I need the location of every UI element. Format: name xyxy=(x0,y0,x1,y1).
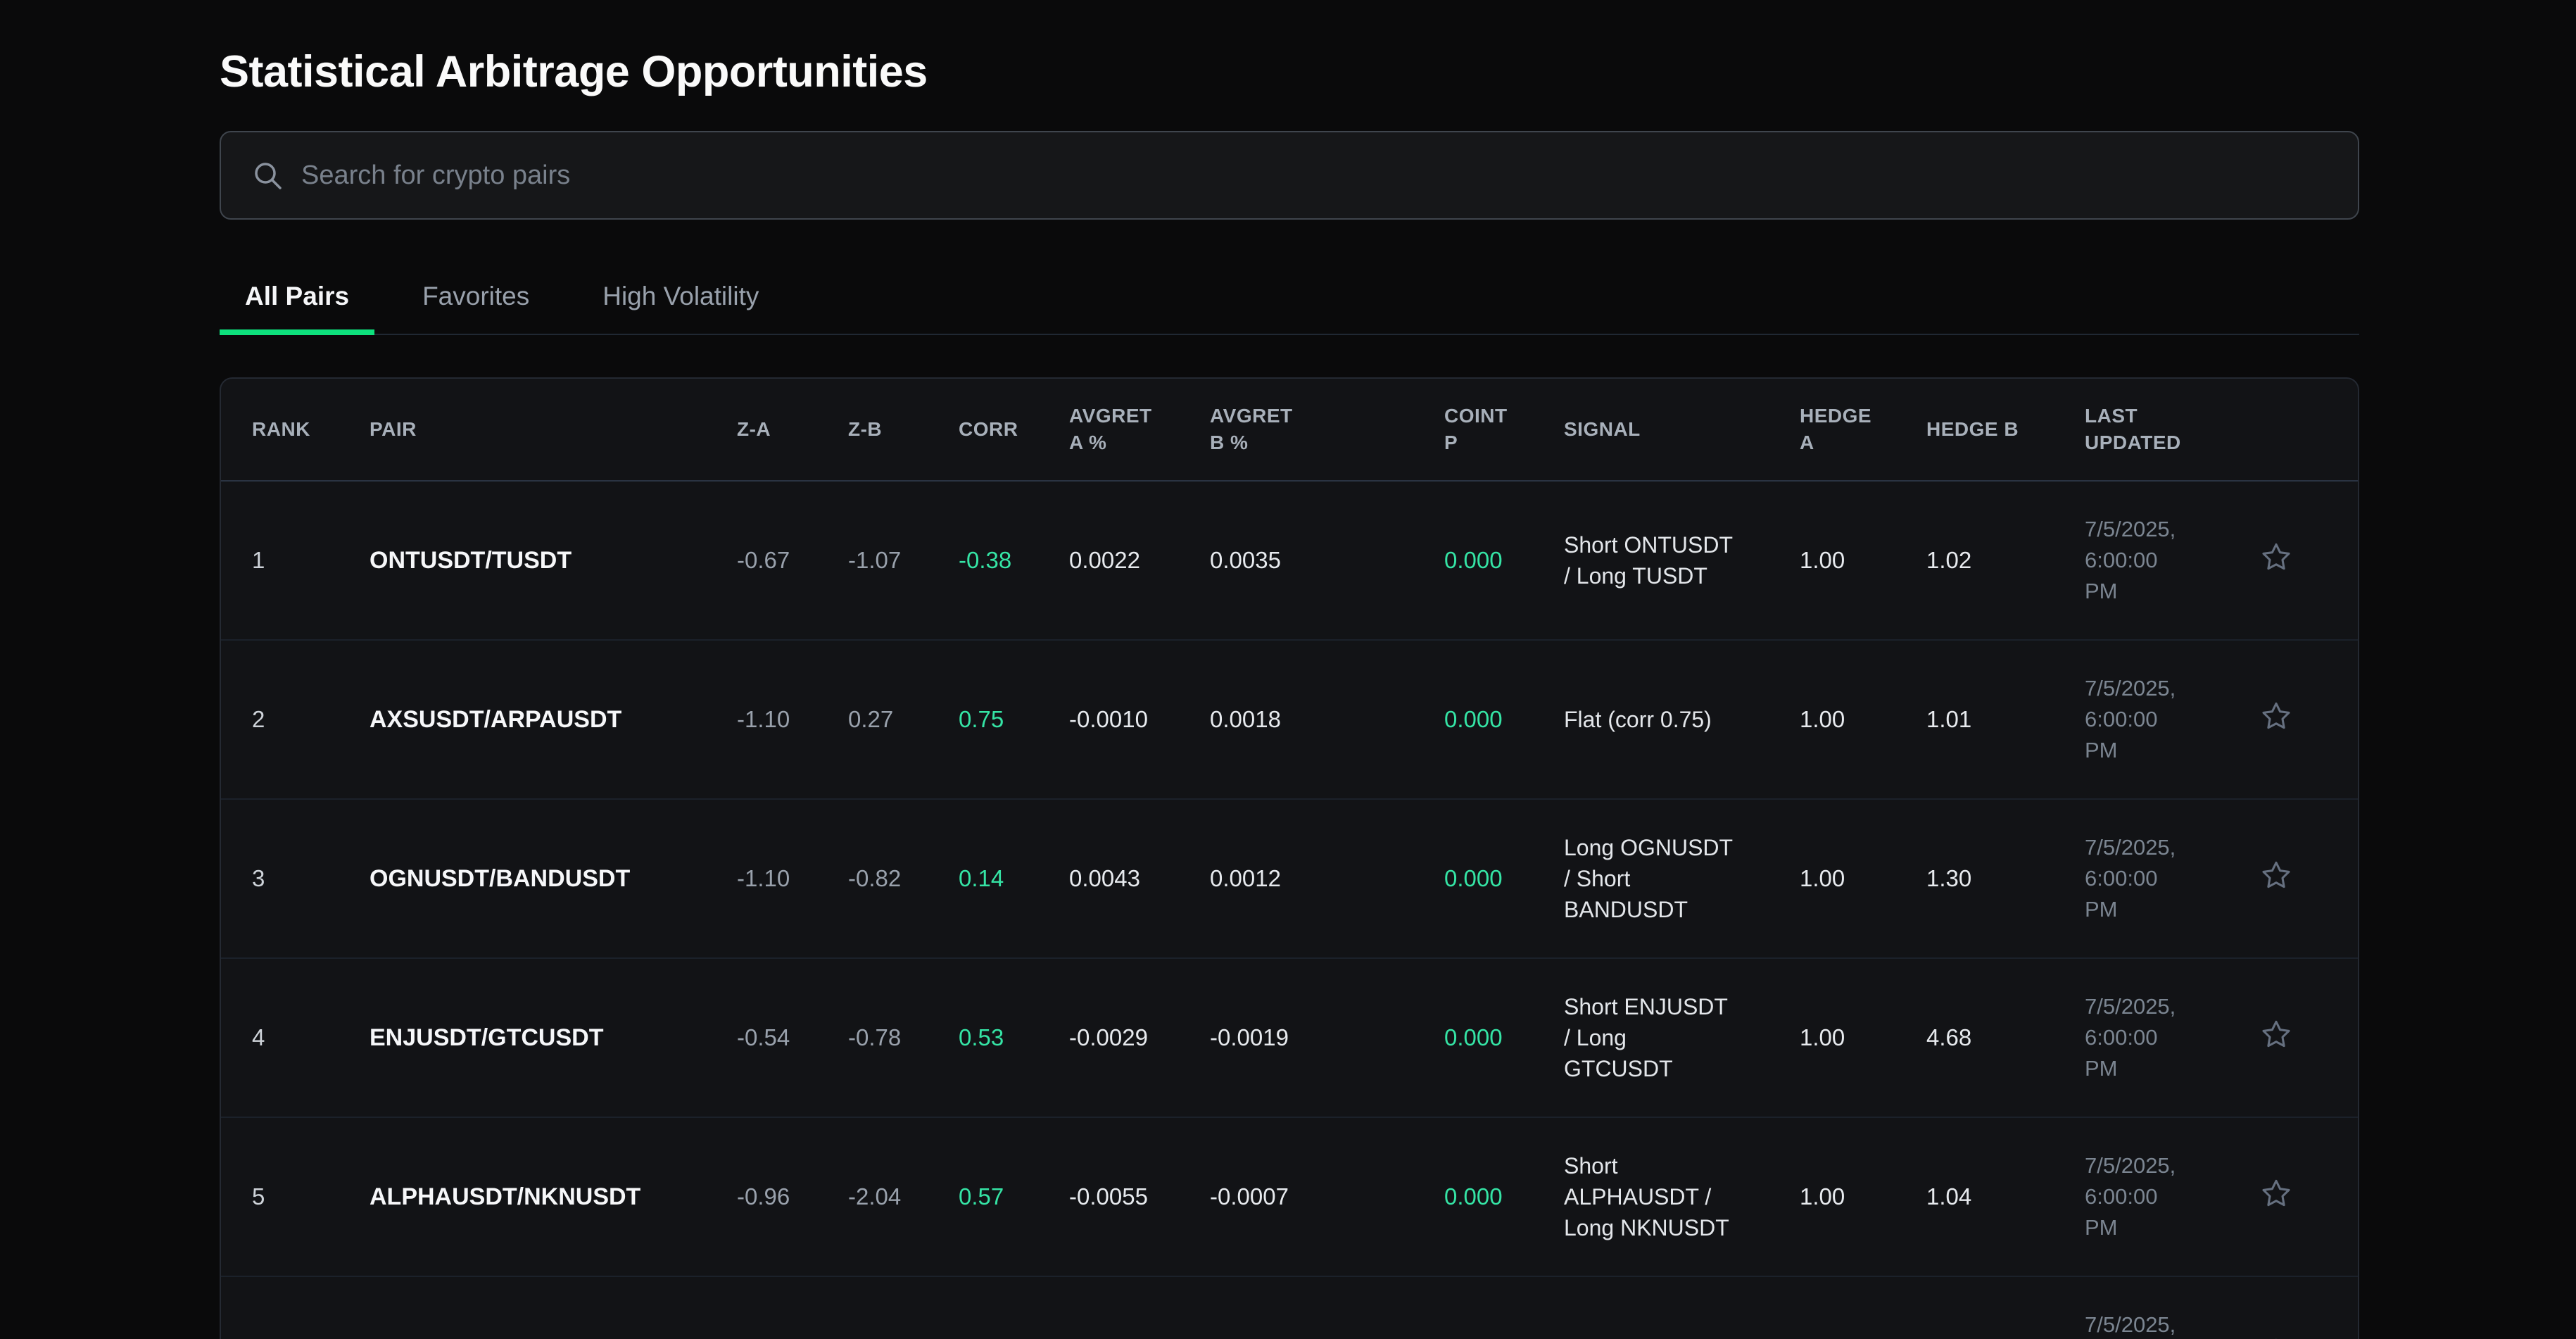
avgret-a-cell: 0.0022 xyxy=(1069,547,1140,573)
col-header-hedge-a: HEDGE A xyxy=(1800,405,1872,453)
col-header-hedge-b: HEDGE B xyxy=(1926,418,2019,440)
pairs-table: RANK PAIR Z-A Z-B CORR AVGRET A % AVGRET… xyxy=(221,379,2358,1339)
z-b-cell: -2.04 xyxy=(848,1183,902,1209)
avgret-b-cell: 0.0035 xyxy=(1210,547,1281,573)
coint-p-cell: 0.000 xyxy=(1444,1183,1503,1209)
avgret-a-cell: -0.0055 xyxy=(1069,1183,1148,1209)
hedge-a-cell: 1.00 xyxy=(1800,1183,1845,1209)
hedge-b-cell: 1.04 xyxy=(1926,1183,1972,1209)
signal-cell: Short ALPHAUSDT / Long NKNUSDT xyxy=(1564,1153,1729,1240)
z-a-cell: -0.67 xyxy=(737,547,790,573)
pair-cell: ALPHAUSDT/NKNUSDT xyxy=(370,1183,641,1210)
coint-p-cell: 0.000 xyxy=(1444,547,1503,573)
table-row[interactable]: 2 AXSUSDT/ARPAUSDT -1.10 0.27 0.75 -0.00… xyxy=(221,640,2358,799)
favorite-star-icon[interactable] xyxy=(2260,541,2292,573)
coint-p-cell: 0.000 xyxy=(1444,706,1503,732)
corr-cell: 0.57 xyxy=(959,1183,1004,1209)
col-header-pair: PAIR xyxy=(370,418,417,440)
corr-cell: 0.75 xyxy=(959,706,1004,732)
pair-cell: ONTUSDT/TUSDT xyxy=(370,547,572,574)
page-title: Statistical Arbitrage Opportunities xyxy=(220,47,928,96)
last-updated-cell: 7/5/2025, 6:00:00 PM xyxy=(2085,517,2176,603)
hedge-b-cell: 1.01 xyxy=(1926,706,1972,732)
col-header-rank: RANK xyxy=(252,418,310,440)
search-input[interactable] xyxy=(301,160,2327,191)
corr-cell: 0.53 xyxy=(959,1024,1004,1050)
avgret-b-cell: -0.0019 xyxy=(1210,1024,1289,1050)
col-header-z-b: Z-B xyxy=(848,418,883,440)
search-icon xyxy=(255,163,282,189)
avgret-b-cell: -0.0007 xyxy=(1210,1183,1289,1209)
hedge-a-cell: 1.00 xyxy=(1800,865,1845,891)
hedge-b-cell: 4.68 xyxy=(1926,1024,1972,1050)
favorite-star-icon[interactable] xyxy=(2260,700,2292,732)
z-b-cell: -0.82 xyxy=(848,865,902,891)
last-updated-cell: 7/5/2025, 6:00:00 PM xyxy=(2085,676,2176,762)
z-a-cell: -0.54 xyxy=(737,1024,790,1050)
hedge-a-cell: 1.00 xyxy=(1800,1024,1845,1050)
signal-cell: Short ONTUSDT / Long TUSDT xyxy=(1564,532,1733,589)
pair-cell: ENJUSDT/GTCUSDT xyxy=(370,1024,604,1051)
hedge-a-cell: 1.00 xyxy=(1800,547,1845,573)
last-updated-cell: 7/5/2025, 6:00:00 PM xyxy=(2085,1153,2176,1240)
table-row[interactable]: 5 ALPHAUSDT/NKNUSDT -0.96 -2.04 0.57 -0.… xyxy=(221,1117,2358,1276)
signal-cell: Flat (corr 0.75) xyxy=(1564,707,1712,732)
table-row[interactable]: 1 ONTUSDT/TUSDT -0.67 -1.07 -0.38 0.0022… xyxy=(221,481,2358,640)
avgret-b-cell: 0.0018 xyxy=(1210,706,1281,732)
table-row[interactable]: 4 ENJUSDT/GTCUSDT -0.54 -0.78 0.53 -0.00… xyxy=(221,958,2358,1117)
favorite-star-icon[interactable] xyxy=(2260,1177,2292,1209)
corr-cell: -0.38 xyxy=(959,547,1012,573)
z-a-cell: -0.96 xyxy=(737,1183,790,1209)
col-header-coint-p: COINT P xyxy=(1444,405,1508,453)
z-a-cell: -1.10 xyxy=(737,865,790,891)
col-header-avgret-b: AVGRET B % xyxy=(1210,405,1293,453)
z-b-cell: -1.07 xyxy=(848,547,902,573)
table-row[interactable]: 6 DENTUSDT/BATUSDT -1.14 -1.10 0.66 0.00… xyxy=(221,1276,2358,1339)
last-updated-cell: 7/5/2025, 6:00:00 PM xyxy=(2085,1312,2176,1337)
avgret-a-cell: -0.0029 xyxy=(1069,1024,1148,1050)
favorite-star-icon[interactable] xyxy=(2260,859,2292,891)
tab-all-pairs[interactable]: All Pairs xyxy=(220,275,375,335)
z-a-cell: -1.10 xyxy=(737,706,790,732)
last-updated-cell: 7/5/2025, 6:00:00 PM xyxy=(2085,994,2176,1081)
col-header-z-a: Z-A xyxy=(737,418,771,440)
signal-cell: Short ENJUSDT / Long GTCUSDT xyxy=(1564,994,1728,1081)
col-header-last-updated: LAST UPDATED xyxy=(2085,405,2181,453)
rank-cell: 1 xyxy=(252,547,265,573)
table-row[interactable]: 3 OGNUSDT/BANDUSDT -1.10 -0.82 0.14 0.00… xyxy=(221,799,2358,958)
favorite-star-icon[interactable] xyxy=(2260,1018,2292,1050)
col-header-avgret-a: AVGRET A % xyxy=(1069,405,1152,453)
col-header-favorite xyxy=(2242,379,2358,481)
avgret-a-cell: -0.0010 xyxy=(1069,706,1148,732)
coint-p-cell: 0.000 xyxy=(1444,865,1503,891)
hedge-b-cell: 1.30 xyxy=(1926,865,1972,891)
pairs-table-card: RANK PAIR Z-A Z-B CORR AVGRET A % AVGRET… xyxy=(220,377,2359,1339)
coint-p-cell: 0.000 xyxy=(1444,1024,1503,1050)
z-b-cell: -0.78 xyxy=(848,1024,902,1050)
tab-bar: All Pairs Favorites High Volatility xyxy=(220,275,2359,335)
tab-high-volatility[interactable]: High Volatility xyxy=(602,282,759,310)
hedge-a-cell: 1.00 xyxy=(1800,706,1845,732)
corr-cell: 0.14 xyxy=(959,865,1004,891)
signal-cell: Long OGNUSDT / Short BANDUSDT xyxy=(1564,835,1733,922)
last-updated-cell: 7/5/2025, 6:00:00 PM xyxy=(2085,835,2176,922)
rank-cell: 2 xyxy=(252,706,265,732)
tab-favorites[interactable]: Favorites xyxy=(422,282,530,310)
col-header-corr: CORR xyxy=(959,418,1018,440)
favorite-star-icon[interactable] xyxy=(2260,1336,2292,1339)
pair-cell: OGNUSDT/BANDUSDT xyxy=(370,865,631,892)
pair-cell: AXSUSDT/ARPAUSDT xyxy=(370,706,622,733)
main-content: Statistical Arbitrage Opportunities All … xyxy=(220,47,2359,1339)
col-header-signal: SIGNAL xyxy=(1564,418,1641,440)
rank-cell: 3 xyxy=(252,865,265,891)
avgret-a-cell: 0.0043 xyxy=(1069,865,1140,891)
table-header-row: RANK PAIR Z-A Z-B CORR AVGRET A % AVGRET… xyxy=(221,379,2358,481)
rank-cell: 4 xyxy=(252,1024,265,1050)
search-box[interactable] xyxy=(220,131,2359,220)
z-b-cell: 0.27 xyxy=(848,706,894,732)
avgret-b-cell: 0.0012 xyxy=(1210,865,1281,891)
hedge-b-cell: 1.02 xyxy=(1926,547,1972,573)
rank-cell: 5 xyxy=(252,1183,265,1209)
